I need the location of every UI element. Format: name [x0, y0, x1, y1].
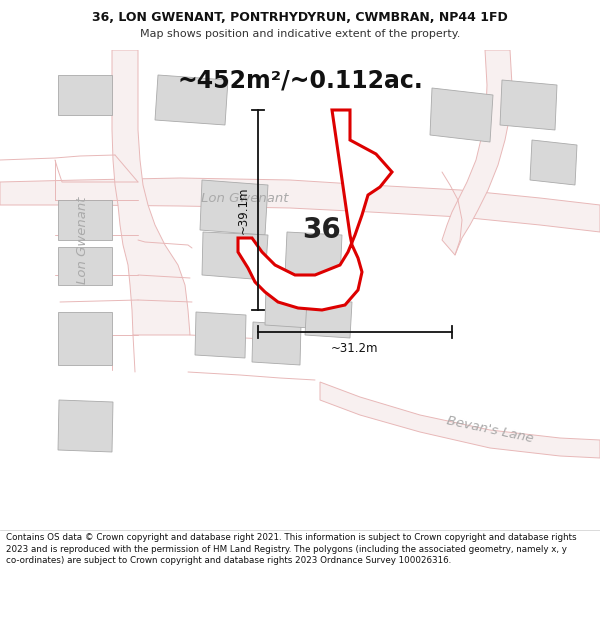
Polygon shape [252, 322, 301, 365]
Text: Bevan's Lane: Bevan's Lane [445, 414, 535, 446]
Polygon shape [200, 180, 268, 235]
Polygon shape [320, 382, 600, 458]
Polygon shape [430, 88, 493, 142]
Polygon shape [58, 400, 113, 452]
Polygon shape [195, 312, 246, 358]
Text: 36, LON GWENANT, PONTRHYDYRUN, CWMBRAN, NP44 1FD: 36, LON GWENANT, PONTRHYDYRUN, CWMBRAN, … [92, 11, 508, 24]
Polygon shape [58, 247, 112, 285]
Polygon shape [58, 75, 112, 115]
Text: Contains OS data © Crown copyright and database right 2021. This information is : Contains OS data © Crown copyright and d… [6, 533, 577, 566]
Text: 36: 36 [302, 216, 341, 244]
Polygon shape [305, 300, 352, 338]
Polygon shape [238, 110, 392, 310]
Text: ~39.1m: ~39.1m [237, 186, 250, 234]
Polygon shape [202, 232, 268, 280]
Text: ~452m²/~0.112ac.: ~452m²/~0.112ac. [177, 68, 423, 92]
Polygon shape [442, 50, 512, 255]
Polygon shape [265, 287, 312, 328]
Text: ~31.2m: ~31.2m [331, 342, 379, 355]
Text: Map shows position and indicative extent of the property.: Map shows position and indicative extent… [140, 29, 460, 39]
Polygon shape [0, 178, 600, 232]
Polygon shape [500, 80, 557, 130]
Polygon shape [58, 312, 112, 365]
Polygon shape [530, 140, 577, 185]
Text: Lon Gwenant: Lon Gwenant [201, 191, 289, 204]
Polygon shape [155, 75, 228, 125]
Polygon shape [112, 50, 190, 335]
Polygon shape [285, 232, 342, 280]
Polygon shape [58, 200, 112, 240]
Text: Lon Gwenant: Lon Gwenant [76, 196, 89, 284]
